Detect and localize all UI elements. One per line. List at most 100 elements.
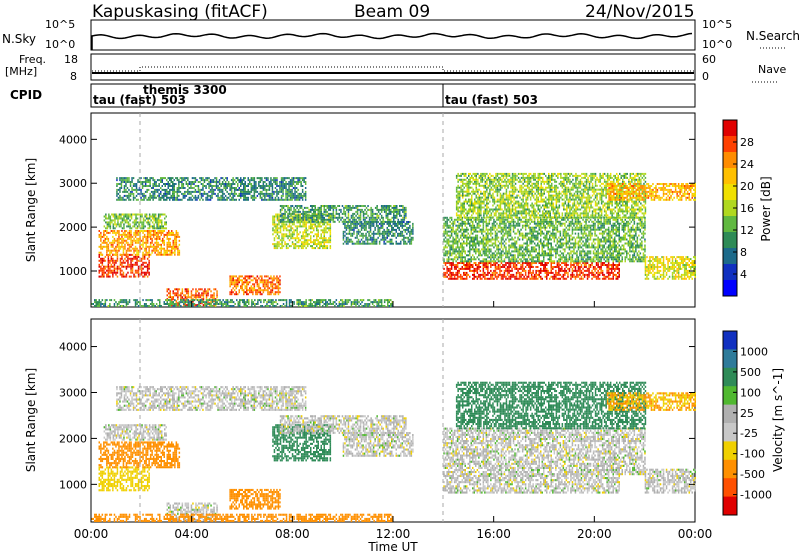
power-cell (232, 177, 234, 179)
power-cell (452, 260, 454, 262)
power-cell (495, 231, 497, 233)
power-cell (130, 270, 132, 272)
power-cell (100, 252, 102, 254)
power-cell (371, 225, 373, 227)
power-cell (171, 179, 173, 181)
power-cell (144, 276, 146, 278)
power-cell (117, 219, 119, 221)
power-cell (378, 217, 380, 219)
power-cell (310, 245, 312, 247)
power-cell (377, 231, 379, 233)
power-cell (116, 183, 118, 185)
power-cell (499, 231, 501, 233)
power-cell (487, 274, 489, 276)
power-cell (325, 227, 327, 229)
power-cell (364, 223, 366, 225)
power-cell (147, 223, 149, 225)
power-cell (606, 272, 608, 274)
power-cell (116, 199, 118, 201)
power-cell (501, 223, 503, 225)
power-cell (355, 243, 357, 245)
power-cell (180, 292, 182, 294)
power-cell (472, 217, 474, 219)
power-cell (471, 270, 473, 272)
power-cell (99, 270, 101, 272)
power-cell (495, 241, 497, 243)
power-cell (251, 275, 253, 277)
power-cell (246, 199, 248, 201)
power-cell (284, 225, 286, 227)
power-cell (397, 225, 399, 227)
power-cell (468, 266, 470, 268)
power-cell (477, 239, 479, 241)
power-cell (134, 185, 136, 187)
power-cell (324, 209, 326, 211)
power-cell (111, 264, 113, 266)
power-cell (616, 278, 618, 280)
power-cell (346, 233, 348, 235)
power-cell (478, 245, 480, 247)
power-cell (201, 193, 203, 195)
power-cell (358, 209, 360, 211)
power-cell (254, 189, 256, 191)
power-cell (468, 237, 470, 239)
power-cell (251, 179, 253, 181)
power-cell (273, 279, 275, 281)
power-cell (287, 243, 289, 245)
power-cell (312, 207, 314, 209)
power-cell (184, 197, 186, 199)
power-cell (327, 205, 329, 207)
power-cell (365, 235, 367, 237)
power-cell (105, 242, 107, 244)
power-cell (344, 231, 346, 233)
power-cell (183, 195, 185, 197)
power-cell (245, 195, 247, 197)
power-cell (263, 195, 265, 197)
power-cell (135, 246, 137, 248)
power-cell (153, 250, 155, 252)
power-cell (454, 278, 456, 280)
power-cell (305, 219, 307, 221)
power-cell (290, 195, 292, 197)
power-cell (378, 209, 380, 211)
power-cell (489, 223, 491, 225)
power-cell (125, 183, 127, 185)
power-cell (151, 252, 153, 254)
power-cell (475, 270, 477, 272)
power-cell (366, 217, 368, 219)
power-cell (325, 229, 327, 231)
power-cell (382, 205, 384, 207)
power-cell (345, 211, 347, 213)
power-cell (356, 233, 358, 235)
power-cell (280, 219, 282, 221)
power-cell (517, 278, 519, 280)
power-cell (281, 187, 283, 189)
power-cell (505, 278, 507, 280)
power-cell (412, 227, 414, 229)
power-cell (373, 225, 375, 227)
power-cell (276, 195, 278, 197)
power-cell (188, 296, 190, 298)
power-cell (277, 245, 279, 247)
power-cell (466, 235, 468, 237)
power-cell (523, 270, 525, 272)
power-cell (322, 213, 324, 215)
power-cell (149, 185, 151, 187)
power-cell (121, 244, 123, 246)
power-cell (501, 278, 503, 280)
power-cell (313, 205, 315, 207)
power-cell (296, 235, 298, 237)
power-cell (164, 244, 166, 246)
power-cell (354, 213, 356, 215)
power-cell (137, 214, 139, 216)
power-cell (602, 274, 604, 276)
power-cell (448, 268, 450, 270)
power-cell (475, 250, 477, 252)
power-cell (498, 237, 500, 239)
power-cell (457, 225, 459, 227)
power-cell (489, 248, 491, 250)
power-cell (152, 199, 154, 201)
power-cell (278, 287, 280, 289)
power-cell (462, 239, 464, 241)
power-cell (136, 242, 138, 244)
